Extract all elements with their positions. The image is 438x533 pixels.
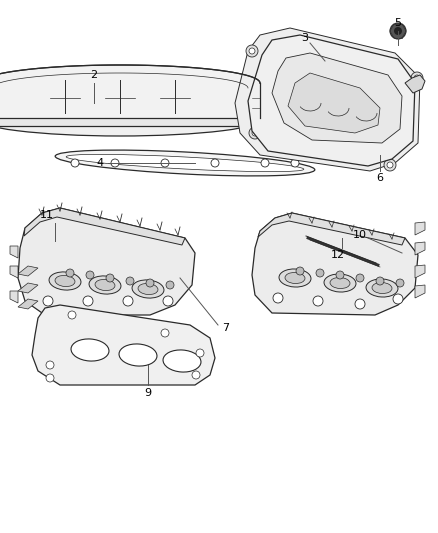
Circle shape <box>390 23 406 39</box>
Circle shape <box>126 277 134 285</box>
Circle shape <box>161 159 169 167</box>
Polygon shape <box>415 242 425 255</box>
Ellipse shape <box>138 284 158 295</box>
Circle shape <box>384 159 396 171</box>
Polygon shape <box>248 35 415 166</box>
Polygon shape <box>0 118 260 126</box>
Circle shape <box>393 294 403 304</box>
Circle shape <box>355 299 365 309</box>
Circle shape <box>296 267 304 275</box>
Circle shape <box>249 48 255 54</box>
Circle shape <box>46 374 54 382</box>
Ellipse shape <box>330 278 350 288</box>
Circle shape <box>394 27 402 35</box>
Ellipse shape <box>132 280 164 298</box>
Polygon shape <box>10 291 18 303</box>
Circle shape <box>414 75 420 81</box>
Circle shape <box>376 277 384 285</box>
Circle shape <box>83 296 93 306</box>
Ellipse shape <box>279 269 311 287</box>
Circle shape <box>46 361 54 369</box>
Text: 10: 10 <box>353 230 367 240</box>
Ellipse shape <box>55 276 75 287</box>
Polygon shape <box>252 213 418 315</box>
Circle shape <box>387 162 393 168</box>
Polygon shape <box>32 305 215 385</box>
Circle shape <box>66 269 74 277</box>
Text: 6: 6 <box>377 173 384 183</box>
Polygon shape <box>0 65 260 118</box>
Text: 5: 5 <box>395 18 402 28</box>
Polygon shape <box>415 222 425 235</box>
Ellipse shape <box>324 274 356 292</box>
Polygon shape <box>258 213 405 245</box>
Circle shape <box>192 371 200 379</box>
Circle shape <box>71 159 79 167</box>
Text: 9: 9 <box>145 388 152 398</box>
Polygon shape <box>18 299 38 309</box>
Circle shape <box>161 329 169 337</box>
Circle shape <box>196 349 204 357</box>
Text: 7: 7 <box>223 323 230 333</box>
Ellipse shape <box>50 238 60 245</box>
Polygon shape <box>18 266 38 276</box>
Polygon shape <box>405 75 425 93</box>
Circle shape <box>163 296 173 306</box>
Circle shape <box>356 274 364 282</box>
Text: 2: 2 <box>90 70 98 80</box>
Polygon shape <box>415 265 425 278</box>
Circle shape <box>291 159 299 167</box>
Circle shape <box>211 159 219 167</box>
Text: 3: 3 <box>301 33 308 43</box>
Ellipse shape <box>55 150 315 176</box>
Polygon shape <box>288 73 380 133</box>
Polygon shape <box>10 266 18 278</box>
Circle shape <box>336 271 344 279</box>
Circle shape <box>396 279 404 287</box>
Ellipse shape <box>366 279 398 297</box>
Circle shape <box>43 296 53 306</box>
Ellipse shape <box>89 276 121 294</box>
Ellipse shape <box>46 235 64 247</box>
Circle shape <box>249 127 261 139</box>
Ellipse shape <box>119 344 157 366</box>
Polygon shape <box>272 53 402 143</box>
Ellipse shape <box>66 155 304 172</box>
Polygon shape <box>415 285 425 298</box>
Text: 12: 12 <box>331 250 345 260</box>
Circle shape <box>246 45 258 57</box>
Ellipse shape <box>163 350 201 372</box>
Text: 4: 4 <box>96 158 103 168</box>
Circle shape <box>273 293 283 303</box>
Circle shape <box>123 296 133 306</box>
Circle shape <box>252 130 258 136</box>
Polygon shape <box>24 208 185 245</box>
Ellipse shape <box>71 339 109 361</box>
Circle shape <box>106 274 114 282</box>
Circle shape <box>86 271 94 279</box>
Circle shape <box>111 159 119 167</box>
Circle shape <box>261 159 269 167</box>
Polygon shape <box>18 283 38 293</box>
Circle shape <box>68 311 76 319</box>
Circle shape <box>166 281 174 289</box>
Ellipse shape <box>49 272 81 290</box>
Circle shape <box>411 72 423 84</box>
Polygon shape <box>10 246 18 258</box>
Text: 11: 11 <box>40 210 54 220</box>
Polygon shape <box>235 28 420 171</box>
Circle shape <box>316 269 324 277</box>
Ellipse shape <box>0 100 265 136</box>
Polygon shape <box>18 208 195 315</box>
Ellipse shape <box>372 282 392 294</box>
Ellipse shape <box>95 279 115 290</box>
Circle shape <box>146 279 154 287</box>
Circle shape <box>313 296 323 306</box>
Ellipse shape <box>285 272 305 284</box>
